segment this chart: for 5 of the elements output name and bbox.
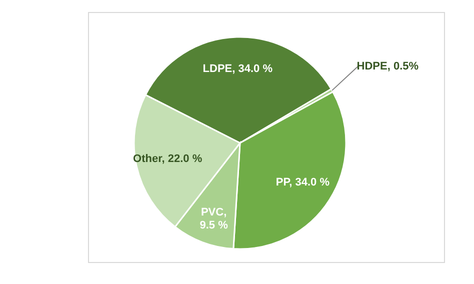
slice-label: LDPE, 34.0 %: [202, 62, 273, 75]
slice-label: PVC, 9.5 %: [200, 206, 228, 232]
slice-label: PP, 34.0 %: [276, 176, 330, 189]
slice-label: Other, 22.0 %: [133, 153, 202, 166]
slice-label: HDPE, 0.5%: [356, 60, 419, 73]
